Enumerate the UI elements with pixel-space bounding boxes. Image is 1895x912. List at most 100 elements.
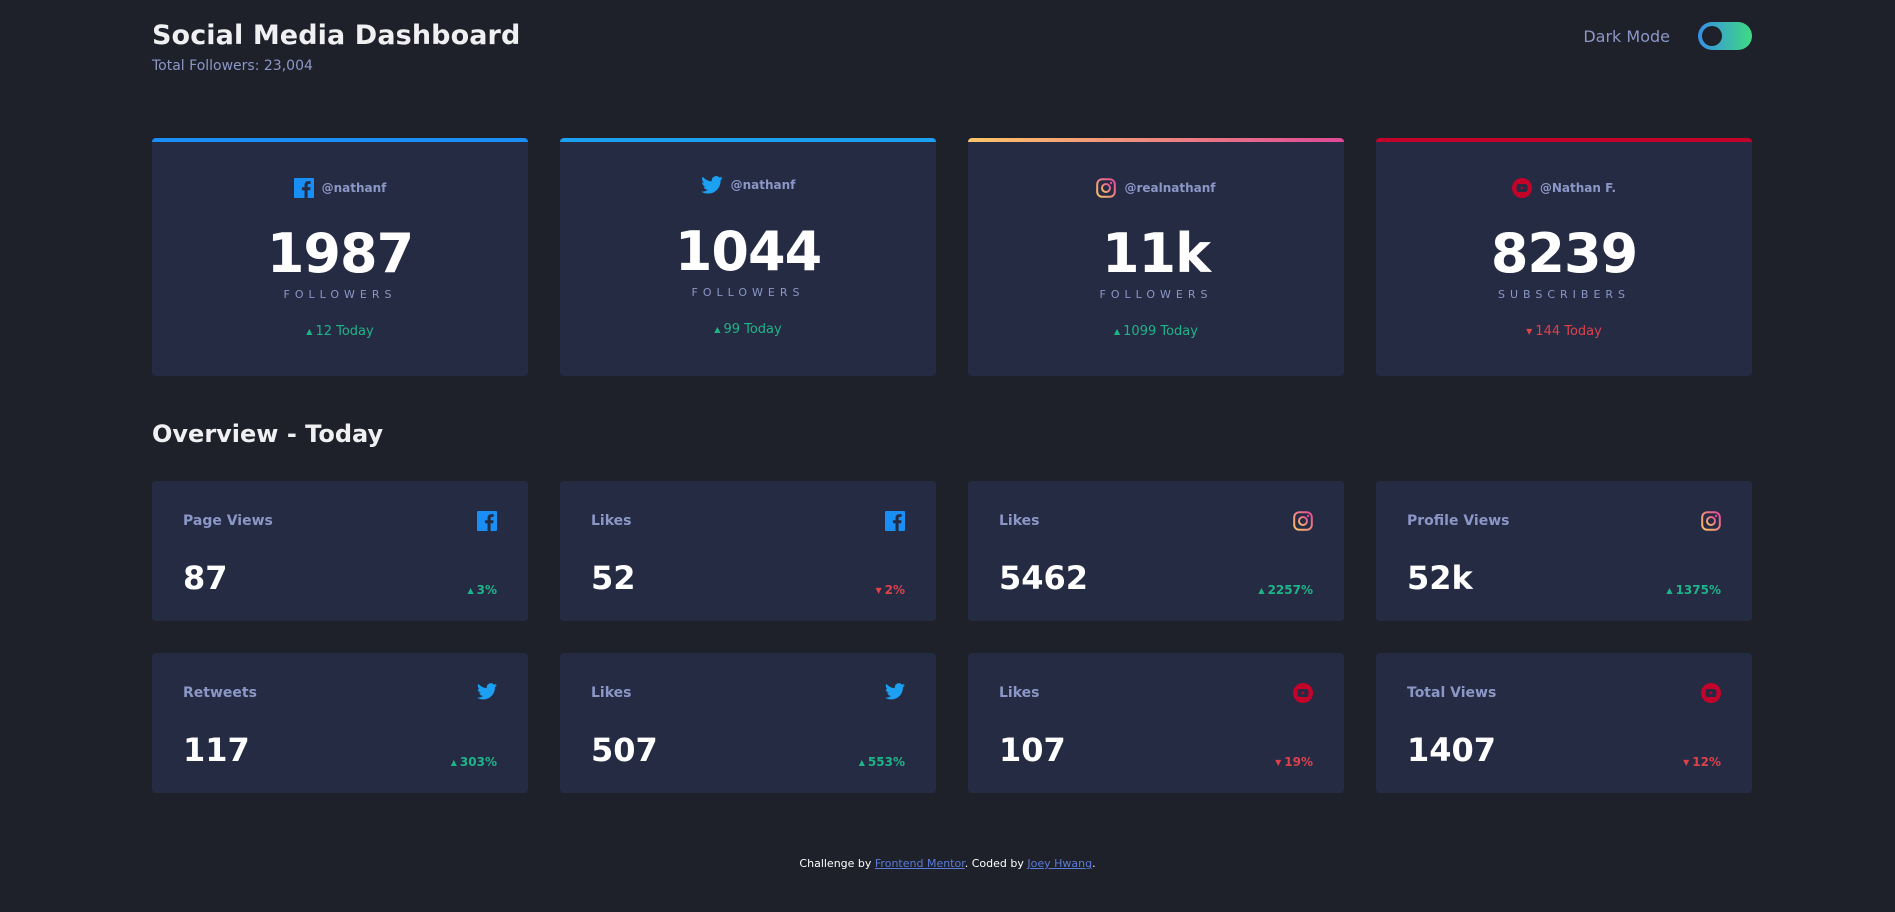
overview-change: ▲ 2257% xyxy=(1258,583,1313,597)
arrow-down-icon: ▼ xyxy=(875,586,882,595)
footer-suffix: . xyxy=(1092,857,1096,870)
follower-card-youtube: @Nathan F. 8239 SUBSCRIBERS ▼ 144 Today xyxy=(1376,138,1752,376)
overview-label: Likes xyxy=(591,513,632,529)
overview-value: 87 xyxy=(183,559,228,597)
arrow-up-icon: ▲ xyxy=(714,325,721,334)
overview-label: Page Views xyxy=(183,513,273,529)
twitter-icon xyxy=(700,176,723,194)
follower-label: SUBSCRIBERS xyxy=(1497,288,1631,301)
overview-value: 1407 xyxy=(1407,731,1497,769)
overview-label: Total Views xyxy=(1407,685,1497,701)
overview-card: Total Views 1407 ▼ 12% xyxy=(1376,653,1752,793)
overview-change: ▲ 3% xyxy=(467,583,497,597)
overview-label: Likes xyxy=(591,685,632,701)
today-change: ▲ 1099 Today xyxy=(968,324,1344,339)
overview-change-text: 19% xyxy=(1284,755,1313,769)
footer-middle: . Coded by xyxy=(964,857,1028,870)
overview-card: Retweets 117 ▲ 303% xyxy=(152,653,528,793)
card-accent-bar xyxy=(560,138,936,142)
overview-change-text: 303% xyxy=(459,755,497,769)
follower-count: 1044 xyxy=(674,220,822,283)
follower-card-twitter: @nathanf 1044 FOLLOWERS ▲ 99 Today xyxy=(560,138,936,376)
overview-label: Likes xyxy=(999,685,1040,701)
today-change: ▲ 99 Today xyxy=(560,322,936,337)
follower-count: 8239 xyxy=(1490,222,1638,285)
arrow-up-icon: ▲ xyxy=(467,586,474,595)
handle: @nathanf xyxy=(730,178,796,192)
dark-mode-label: Dark Mode xyxy=(1583,27,1670,46)
today-change-text: 12 Today xyxy=(315,324,374,339)
frontend-mentor-link[interactable]: Frontend Mentor xyxy=(874,857,965,870)
overview-value: 107 xyxy=(999,731,1066,769)
card-accent-bar xyxy=(1376,138,1752,142)
overview-change-text: 553% xyxy=(867,755,905,769)
arrow-up-icon: ▲ xyxy=(450,758,457,767)
handle-row: @Nathan F. xyxy=(1376,178,1752,198)
page-title: Social Media Dashboard xyxy=(152,20,521,51)
follower-label: FOLLOWERS xyxy=(1099,288,1213,301)
youtube-icon xyxy=(1701,683,1721,703)
arrow-up-icon: ▲ xyxy=(1258,586,1265,595)
arrow-down-icon: ▼ xyxy=(1275,758,1282,767)
overview-change-text: 3% xyxy=(476,583,497,597)
overview-label: Retweets xyxy=(183,685,257,701)
author-link[interactable]: Joey Hwang xyxy=(1027,857,1093,870)
card-accent-bar xyxy=(152,138,528,142)
handle-row: @realnathanf xyxy=(968,178,1344,198)
overview-card: Profile Views 52k ▲ 1375% xyxy=(1376,481,1752,621)
arrow-up-icon: ▲ xyxy=(1114,327,1121,336)
overview-card: Likes 5462 ▲ 2257% xyxy=(968,481,1344,621)
overview-change: ▲ 1375% xyxy=(1666,583,1721,597)
overview-change: ▲ 303% xyxy=(451,755,497,769)
overview-title: Overview - Today xyxy=(152,420,384,448)
overview-value: 117 xyxy=(183,731,250,769)
overview-label: Profile Views xyxy=(1407,513,1510,529)
dark-mode-toggle[interactable] xyxy=(1698,22,1752,50)
today-change-text: 99 Today xyxy=(723,322,782,337)
facebook-icon xyxy=(293,178,314,198)
follower-count: 11k xyxy=(1101,222,1211,285)
arrow-up-icon: ▲ xyxy=(1666,586,1673,595)
follower-card-instagram: @realnathanf 11k FOLLOWERS ▲ 1099 Today xyxy=(968,138,1344,376)
overview-value: 5462 xyxy=(999,559,1089,597)
today-change-text: 1099 Today xyxy=(1123,324,1198,339)
overview-change-text: 1375% xyxy=(1675,583,1721,597)
overview-change: ▼ 19% xyxy=(1275,755,1313,769)
handle-row: @nathanf xyxy=(152,178,528,198)
overview-change-text: 2% xyxy=(884,583,905,597)
instagram-icon xyxy=(1096,178,1117,198)
overview-label: Likes xyxy=(999,513,1040,529)
overview-change-text: 2257% xyxy=(1267,583,1313,597)
handle-row: @nathanf xyxy=(560,176,936,194)
follower-card-facebook: @nathanf 1987 FOLLOWERS ▲ 12 Today xyxy=(152,138,528,376)
card-accent-bar xyxy=(968,138,1344,142)
overview-change-text: 12% xyxy=(1692,755,1721,769)
today-change: ▲ 12 Today xyxy=(152,324,528,339)
overview-change: ▼ 12% xyxy=(1683,755,1721,769)
youtube-icon xyxy=(1293,683,1313,703)
twitter-icon xyxy=(885,683,905,700)
youtube-icon xyxy=(1511,178,1532,198)
footer: Challenge by Frontend Mentor. Coded by J… xyxy=(0,857,1895,870)
today-change-text: 144 Today xyxy=(1535,324,1602,339)
toggle-knob xyxy=(1702,26,1722,46)
overview-value: 52 xyxy=(591,559,636,597)
arrow-down-icon: ▼ xyxy=(1526,327,1533,336)
facebook-icon xyxy=(885,511,905,531)
total-followers: Total Followers: 23,004 xyxy=(152,58,313,74)
follower-label: FOLLOWERS xyxy=(283,288,397,301)
overview-card: Likes 52 ▼ 2% xyxy=(560,481,936,621)
overview-card: Page Views 87 ▲ 3% xyxy=(152,481,528,621)
twitter-icon xyxy=(477,683,497,700)
overview-change: ▲ 553% xyxy=(859,755,905,769)
handle: @realnathanf xyxy=(1124,181,1216,195)
footer-prefix: Challenge by xyxy=(799,857,875,870)
overview-change: ▼ 2% xyxy=(875,583,905,597)
today-change: ▼ 144 Today xyxy=(1376,324,1752,339)
overview-card: Likes 107 ▼ 19% xyxy=(968,653,1344,793)
overview-value: 507 xyxy=(591,731,658,769)
instagram-icon xyxy=(1701,511,1721,531)
arrow-up-icon: ▲ xyxy=(858,758,865,767)
overview-card: Likes 507 ▲ 553% xyxy=(560,653,936,793)
